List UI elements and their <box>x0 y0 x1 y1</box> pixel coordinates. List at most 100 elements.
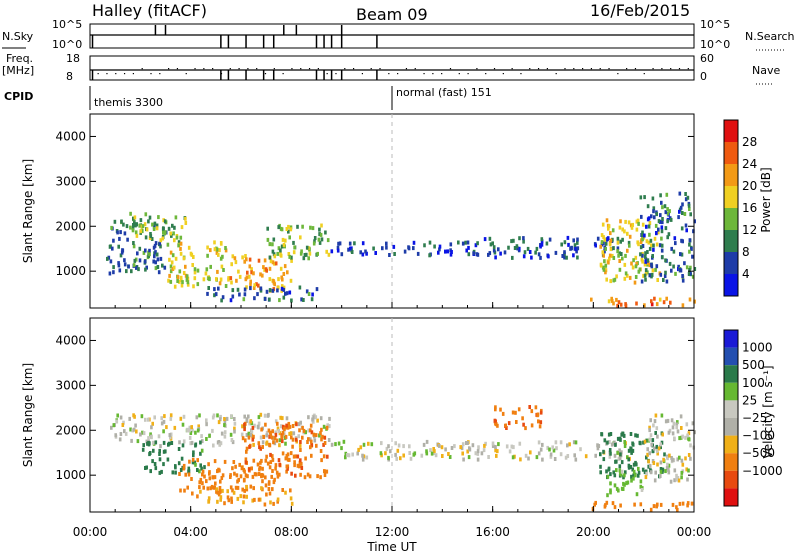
echo-cell <box>142 443 145 448</box>
echo-cell <box>196 428 200 433</box>
echo-cell <box>212 413 216 418</box>
echo-cell <box>693 267 697 271</box>
echo-cell <box>208 476 212 481</box>
echo-cell <box>259 272 262 277</box>
echo-cell <box>134 423 137 428</box>
echo-cell <box>448 455 452 459</box>
echo-cell <box>316 251 319 256</box>
echo-cell <box>278 438 282 443</box>
echo-cell <box>659 474 662 478</box>
echo-cell <box>236 496 240 501</box>
echo-cell <box>281 416 284 421</box>
echo-cell <box>158 448 161 453</box>
nave-dot <box>115 73 117 75</box>
echo-cell <box>280 227 284 232</box>
echo-cell <box>269 433 273 438</box>
nave-dot <box>370 68 372 70</box>
echo-cell <box>653 236 657 241</box>
nave-dot <box>493 68 496 70</box>
echo-cell <box>674 271 677 276</box>
velocity-ylabel: Slant Range [km] <box>21 363 35 467</box>
echo-cell <box>631 467 634 472</box>
echo-cell <box>639 484 643 489</box>
echo-cell <box>119 432 123 436</box>
echo-cell <box>287 224 290 229</box>
echo-cell <box>166 242 170 247</box>
echo-cell <box>307 256 310 261</box>
echo-cell <box>519 457 522 462</box>
echo-cell <box>208 433 211 438</box>
echo-cell <box>196 268 200 273</box>
echo-cell <box>554 250 558 255</box>
echo-cell <box>170 441 174 445</box>
echo-cell <box>125 269 128 274</box>
echo-cell <box>294 454 297 459</box>
echo-cell <box>268 242 272 247</box>
echo-cell <box>671 425 675 430</box>
echo-cell <box>251 437 255 442</box>
echo-cell <box>656 278 659 282</box>
echo-cell <box>205 418 208 423</box>
echo-cell <box>272 501 275 506</box>
nave-dot <box>449 68 452 70</box>
echo-cell <box>639 479 643 484</box>
echo-cell <box>220 431 224 436</box>
echo-cell <box>619 503 622 508</box>
echo-cell <box>251 425 255 430</box>
echo-cell <box>179 251 183 256</box>
echo-cell <box>466 240 470 245</box>
echo-cell <box>605 237 609 242</box>
echo-cell <box>242 297 246 302</box>
echo-cell <box>207 499 210 504</box>
echo-cell <box>223 430 227 435</box>
echo-cell <box>148 248 151 253</box>
echo-cell <box>287 229 290 234</box>
echo-cell <box>599 452 602 457</box>
echo-cell <box>444 447 447 452</box>
echo-cell <box>619 239 622 244</box>
echo-cell <box>158 241 162 246</box>
echo-cell <box>213 247 217 252</box>
echo-cell <box>450 446 454 450</box>
echo-cell <box>150 237 154 241</box>
echo-cell <box>372 246 375 251</box>
echo-cell <box>487 455 490 459</box>
echo-cell <box>207 286 210 290</box>
echo-cell <box>280 244 284 249</box>
echo-cell <box>177 243 180 248</box>
echo-cell <box>487 252 490 257</box>
echo-cell <box>548 447 551 452</box>
echo-cell <box>133 215 137 220</box>
echo-cell <box>513 246 517 250</box>
echo-cell <box>661 432 664 437</box>
echo-cell <box>218 248 221 253</box>
echo-cell <box>662 457 665 462</box>
echo-cell <box>152 448 155 453</box>
echo-cell <box>466 449 469 454</box>
echo-cell <box>541 442 544 447</box>
echo-cell <box>649 433 653 438</box>
echo-cell <box>203 474 206 479</box>
echo-cell <box>125 224 129 229</box>
echo-cell <box>214 481 217 486</box>
echo-cell <box>632 473 635 478</box>
echo-cell <box>644 257 648 262</box>
echo-cell <box>596 236 600 241</box>
freq-strip-marks <box>90 68 694 80</box>
echo-cell <box>359 250 362 255</box>
echo-cell <box>395 456 398 461</box>
colorbar-tick-label: 20 <box>742 179 757 193</box>
echo-cell <box>268 443 272 448</box>
echo-cell <box>238 274 242 279</box>
echo-cell <box>689 456 692 461</box>
echo-cell <box>530 409 534 414</box>
echo-cell <box>288 235 291 240</box>
echo-cell <box>217 252 220 257</box>
y-tick-label: 2000 <box>55 219 86 233</box>
echo-cell <box>160 469 163 474</box>
echo-cell <box>620 469 624 474</box>
echo-cell <box>609 231 612 236</box>
echo-cell <box>483 443 486 448</box>
nave-dot <box>106 73 108 75</box>
